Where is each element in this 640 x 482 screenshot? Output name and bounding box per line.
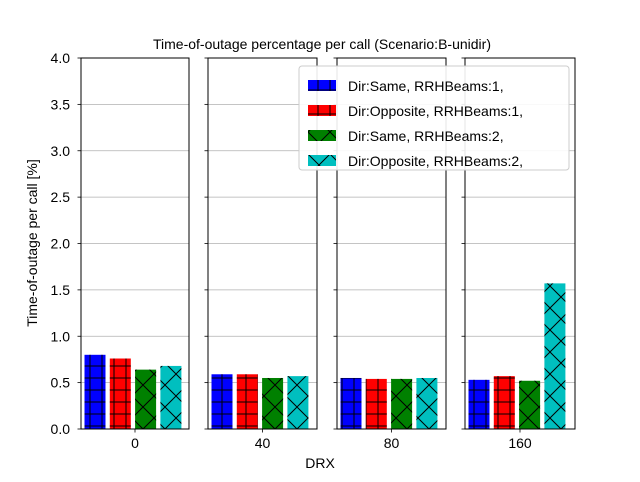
bar-160-s3 bbox=[544, 283, 566, 429]
legend-item-1: Dir:Opposite, RRHBeams:1, bbox=[308, 103, 523, 119]
panel-0: 0 bbox=[77, 57, 190, 451]
bar-80-s2 bbox=[391, 378, 413, 429]
panel-2: 80 bbox=[333, 57, 447, 451]
legend-item-0: Dir:Same, RRHBeams:1, bbox=[308, 78, 504, 94]
bar-40-s2 bbox=[262, 377, 284, 429]
x-tick-label: 160 bbox=[508, 435, 532, 451]
y-tick-label: 2.0 bbox=[51, 236, 71, 252]
legend-item-2: Dir:Same, RRHBeams:2, bbox=[308, 128, 504, 144]
y-tick-label: 0.5 bbox=[51, 375, 71, 391]
bar-0-s3 bbox=[160, 365, 182, 429]
x-tick-label: 0 bbox=[131, 435, 139, 451]
panel-3: 160 bbox=[461, 57, 576, 451]
legend: Dir:Same, RRHBeams:1, Dir:Opposite, RRHBe… bbox=[298, 65, 570, 171]
y-tick-label: 1.5 bbox=[51, 282, 71, 298]
y-tick-label: 3.5 bbox=[51, 96, 71, 112]
bar-80-s3 bbox=[416, 377, 438, 429]
legend-label: Dir:Opposite, RRHBeams:1, bbox=[348, 103, 523, 119]
bar-40-s1 bbox=[236, 374, 258, 429]
legend-label: Dir:Opposite, RRHBeams:2, bbox=[348, 153, 523, 169]
y-tick-label: 2.5 bbox=[51, 189, 71, 205]
bar-0-s0 bbox=[84, 354, 106, 429]
bar-160-s2 bbox=[519, 380, 541, 429]
bar-0-s2 bbox=[135, 369, 157, 429]
bar-40-s0 bbox=[211, 374, 233, 429]
x-tick-label: 80 bbox=[384, 435, 400, 451]
panel-1: 40 bbox=[204, 57, 318, 451]
bar-160-s0 bbox=[468, 379, 490, 429]
x-axis-label: DRX bbox=[305, 455, 335, 471]
x-tick-label: 40 bbox=[255, 435, 271, 451]
chart-title: Time-of-outage percentage per call (Scen… bbox=[153, 36, 491, 52]
bar-40-s3 bbox=[287, 376, 309, 429]
y-tick-label: 0.0 bbox=[51, 421, 71, 437]
y-tick-label: 4.0 bbox=[51, 50, 71, 66]
legend-label: Dir:Same, RRHBeams:1, bbox=[348, 78, 504, 94]
legend-box bbox=[298, 65, 570, 171]
plot-area: 0 40 80 160 0.0 0.5 1.0 1.5 2.0 2.5 3.0 3.5 4.0 bbox=[51, 50, 576, 451]
y-axis-label: Time-of-outage per call [%] bbox=[24, 159, 40, 327]
legend-item-3: Dir:Opposite, RRHBeams:2, bbox=[308, 153, 523, 169]
bar-160-s1 bbox=[493, 376, 515, 429]
bar-0-s1 bbox=[109, 358, 131, 429]
legend-label: Dir:Same, RRHBeams:2, bbox=[348, 128, 504, 144]
y-tick-label: 1.0 bbox=[51, 328, 71, 344]
bar-80-s0 bbox=[340, 377, 362, 429]
bar-80-s1 bbox=[365, 378, 387, 429]
y-tick-label: 3.0 bbox=[51, 143, 71, 159]
